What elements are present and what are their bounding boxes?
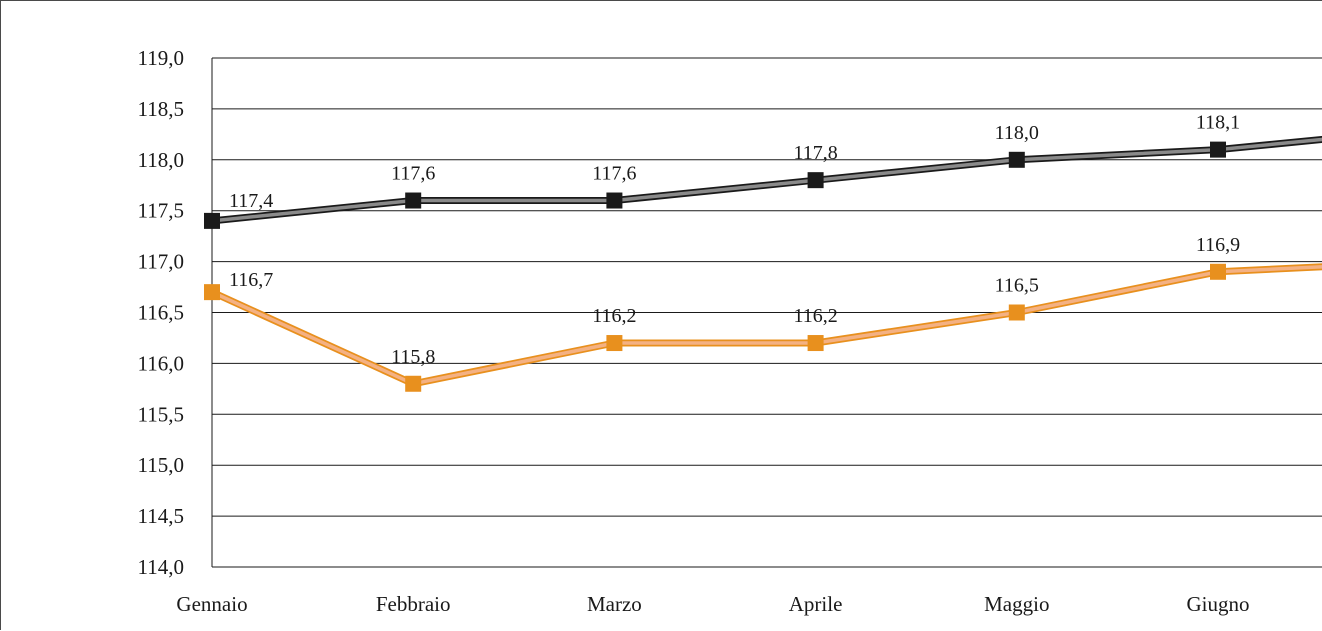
series-1: 117,4 117,6 117,6 117,8 118,0 118,1 — [204, 112, 1322, 229]
data-label: 117,8 — [793, 142, 837, 164]
data-label: 116,9 — [1196, 234, 1240, 256]
data-point-marker — [606, 335, 623, 352]
x-tick-labels: Gennaio Febbraio Marzo Aprile Maggio Giugno — [176, 592, 1249, 616]
x-tick-label: Giugno — [1187, 592, 1250, 616]
y-tick-label: 117,5 — [138, 199, 184, 223]
data-point-marker — [807, 335, 824, 352]
series-2: 116,7 115,8 116,2 116,2 116,5 116,9 — [204, 234, 1322, 392]
y-tick-label: 116,0 — [138, 351, 184, 375]
y-tick-label: 119,0 — [138, 46, 184, 70]
x-tick-label: Gennaio — [176, 592, 247, 616]
data-label: 116,5 — [995, 275, 1039, 297]
y-tick-label: 114,0 — [138, 555, 184, 579]
x-tick-label: Maggio — [984, 592, 1049, 616]
data-point-marker — [1008, 151, 1025, 168]
series-line — [211, 137, 1322, 223]
series: 117,4 117,6 117,6 117,8 118,0 118,1 116,7 115,8… — [204, 112, 1322, 392]
data-label: 118,1 — [1196, 112, 1240, 134]
axes — [211, 58, 1322, 568]
data-point-marker — [807, 172, 824, 189]
y-tick-label: 118,5 — [138, 97, 184, 121]
data-label: 117,4 — [229, 190, 273, 212]
data-label: 116,2 — [793, 305, 837, 327]
data-label: 118,0 — [995, 122, 1039, 144]
data-label: 117,6 — [391, 163, 435, 185]
y-tick-label: 118,0 — [138, 148, 184, 172]
y-tick-label: 116,5 — [138, 301, 184, 325]
data-label: 115,8 — [391, 346, 435, 368]
data-label: 116,7 — [229, 269, 273, 291]
y-tick-labels: 114,0 114,5 115,0 115,5 116,0 116,5 117,0 117,5… — [138, 46, 184, 579]
grid-lines — [212, 57, 1322, 517]
data-label: 117,6 — [592, 163, 636, 185]
data-point-marker — [405, 375, 422, 392]
y-tick-label: 115,5 — [138, 402, 184, 426]
x-tick-label: Marzo — [587, 592, 642, 616]
y-tick-label: 115,0 — [138, 453, 184, 477]
data-point-marker — [1210, 263, 1226, 280]
x-tick-label: Febbraio — [376, 592, 451, 616]
data-point-marker — [606, 192, 623, 209]
data-point-marker — [1210, 141, 1226, 158]
data-point-marker — [204, 284, 220, 301]
data-point-marker — [204, 212, 220, 229]
data-point-marker — [405, 192, 422, 209]
y-tick-label: 117,0 — [138, 250, 184, 274]
data-point-marker — [1008, 304, 1025, 321]
data-label: 116,2 — [592, 305, 636, 327]
series-line — [211, 264, 1322, 386]
y-tick-label: 114,5 — [138, 504, 184, 528]
x-tick-label: Aprile — [789, 592, 843, 616]
